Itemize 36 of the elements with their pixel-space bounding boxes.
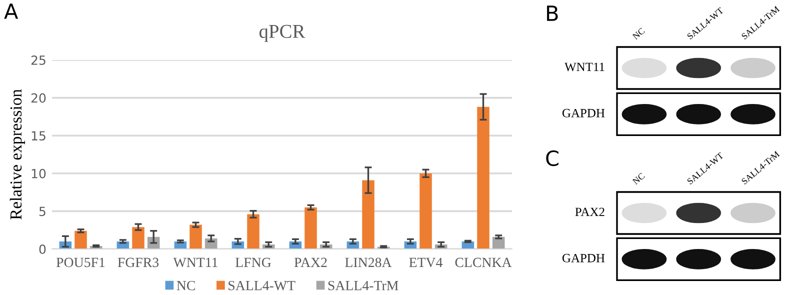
legend-label: SALL4-WT (228, 280, 296, 290)
category-label: WNT11 (564, 62, 604, 72)
category-label: PAX2 (575, 208, 604, 216)
x-tick-label: WNT11 (173, 258, 218, 268)
bar (132, 227, 144, 249)
x-tick-label: POU5F1 (56, 258, 105, 268)
category-label: NC (632, 28, 646, 40)
x-tick-label: LIN28A (345, 258, 392, 268)
x-tick-label: LFNG (236, 258, 271, 268)
y-tick-label: 0 (39, 244, 46, 254)
y-tick-label: 15 (32, 131, 46, 141)
text: C (546, 150, 558, 166)
y-tick-label: 20 (31, 93, 46, 103)
category-label: GAPDH (562, 108, 605, 118)
bar (420, 173, 432, 249)
category-label: NC (632, 172, 646, 185)
y-tick-label: 10 (32, 168, 46, 178)
x-tick-label: CLCNKA (455, 258, 512, 268)
bar (477, 106, 490, 249)
x-tick-label: PAX2 (294, 258, 327, 267)
legend-label: NC (176, 280, 195, 290)
text: B (547, 6, 558, 21)
y-axis-title: Relative expression (10, 89, 25, 220)
chart-title: qPCR (259, 24, 306, 42)
x-tick-label: FGFR3 (118, 258, 159, 268)
category-label: GAPDH (562, 254, 605, 262)
text: A (4, 4, 18, 19)
legend-label: SALL4-TrM (328, 280, 398, 290)
y-tick-label: 5 (39, 206, 46, 216)
bar (247, 214, 260, 249)
bar (190, 224, 202, 249)
bar (304, 207, 317, 249)
bar (362, 180, 374, 249)
bar (74, 230, 87, 249)
y-tick-label: 25 (31, 55, 46, 65)
x-tick-label: ETV4 (409, 258, 443, 268)
